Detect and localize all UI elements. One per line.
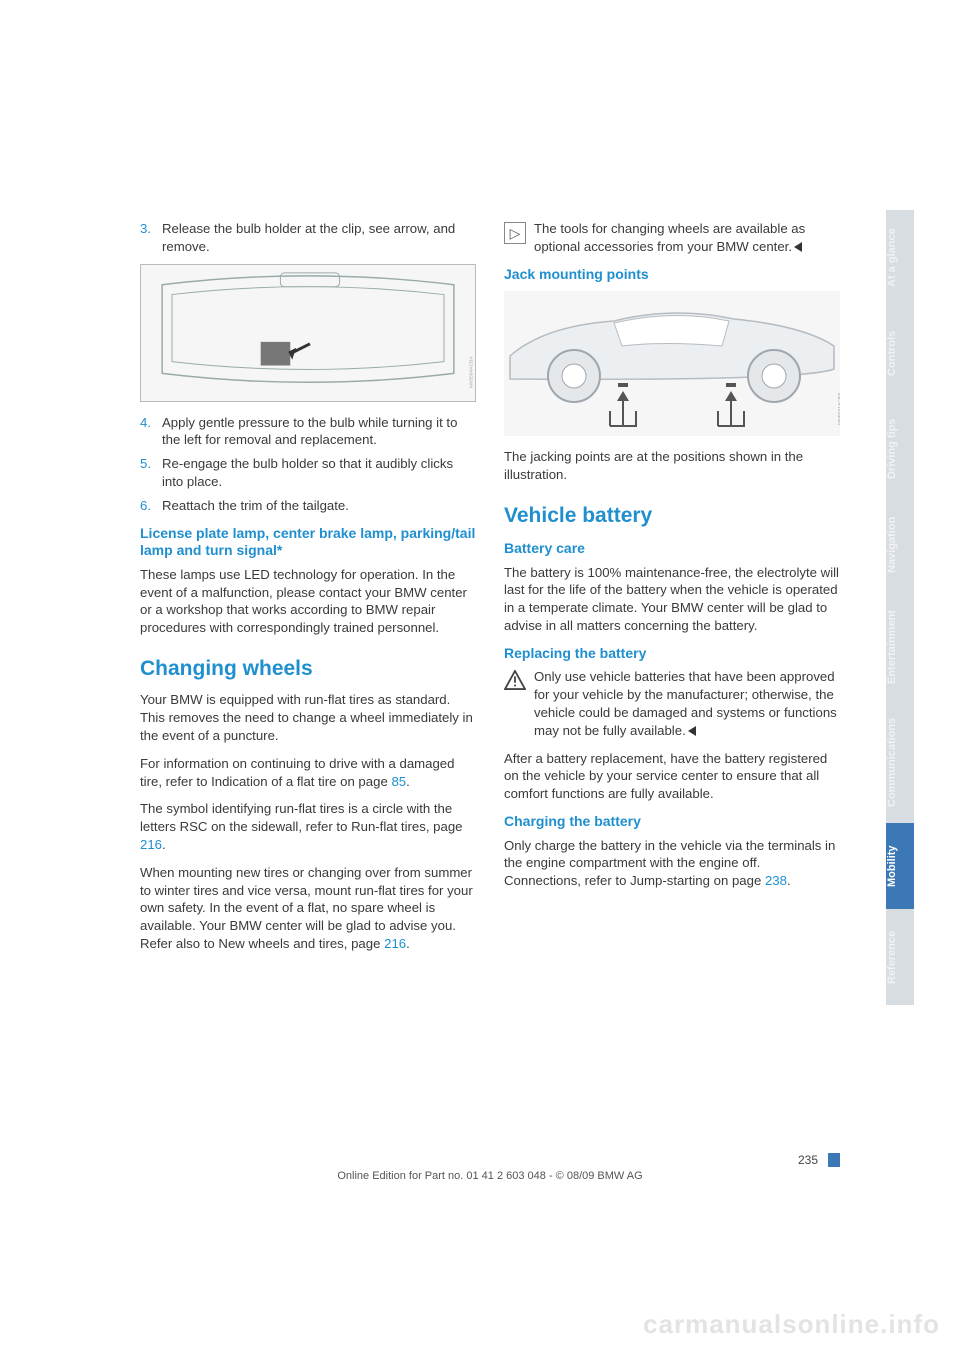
paragraph-wheels-4: When mounting new tires or changing over… (140, 864, 476, 953)
tools-note: ▷ The tools for changing wheels are avai… (504, 220, 840, 256)
footer-edition-line: Online Edition for Part no. 01 41 2 603 … (140, 1170, 840, 1182)
text: . (162, 837, 166, 852)
jack-points-illustration: MN5581ACBA (504, 291, 840, 436)
step-text: Reattach the trim of the tailgate. (162, 497, 476, 515)
tailgate-illustration: MN5584ACBA (140, 264, 476, 402)
note-icon: ▷ (504, 222, 526, 244)
step-5: 5. Re-engage the bulb holder so that it … (140, 455, 476, 491)
text: . (406, 936, 410, 951)
right-column: ▷ The tools for changing wheels are avai… (504, 220, 840, 963)
page-number: 235 (798, 1153, 818, 1167)
text: . (787, 873, 791, 888)
paragraph-after-replace: After a battery replacement, have the ba… (504, 750, 840, 803)
step-text: Re-engage the bulb holder so that it aud… (162, 455, 476, 491)
step-num: 6. (140, 497, 162, 515)
heading-changing-wheels: Changing wheels (140, 655, 476, 683)
step-3: 3. Release the bulb holder at the clip, … (140, 220, 476, 256)
tab-mobility[interactable]: Mobility (886, 823, 914, 909)
heading-replacing-battery: Replacing the battery (504, 645, 840, 663)
page-link-216b[interactable]: 216 (384, 936, 406, 951)
battery-warning: Only use vehicle batteries that have bee… (504, 668, 840, 739)
side-tabs: At a glanceControlsDriving tipsNavigatio… (886, 210, 914, 1005)
page-number-bar (828, 1153, 840, 1167)
page-content: 3. Release the bulb holder at the clip, … (140, 220, 840, 963)
step-num: 5. (140, 455, 162, 491)
tailgate-svg: MN5584ACBA (141, 265, 475, 401)
paragraph-battery-care: The battery is 100% maintenance-free, th… (504, 564, 840, 635)
heading-vehicle-battery: Vehicle battery (504, 502, 840, 530)
svg-text:MN5581ACBA: MN5581ACBA (838, 392, 840, 425)
warning-text: Only use vehicle batteries that have bee… (534, 668, 840, 739)
page-link-85[interactable]: 85 (391, 774, 406, 789)
paragraph-charging: Only charge the battery in the vehicle v… (504, 837, 840, 890)
tab-navigation[interactable]: Navigation (886, 497, 914, 593)
paragraph-jack: The jacking points are at the positions … (504, 448, 840, 484)
step-num: 4. (140, 414, 162, 450)
heading-license-lamp: License plate lamp, center brake lamp, p… (140, 525, 476, 560)
paragraph-wheels-3: The symbol identifying run-flat tires is… (140, 800, 476, 853)
step-num: 3. (140, 220, 162, 256)
end-marker-icon (794, 242, 802, 252)
warning-icon (504, 670, 526, 690)
tab-driving-tips[interactable]: Driving tips (886, 401, 914, 497)
tab-at-a-glance[interactable]: At a glance (886, 210, 914, 306)
tab-controls[interactable]: Controls (886, 306, 914, 401)
text: . (406, 774, 410, 789)
step-text: Release the bulb holder at the clip, see… (162, 220, 476, 256)
tab-entertainment[interactable]: Entertainment (886, 593, 914, 701)
step-6: 6. Reattach the trim of the tailgate. (140, 497, 476, 515)
paragraph-wheels-1: Your BMW is equipped with run-flat tires… (140, 691, 476, 744)
text: Only use vehicle batteries that have bee… (534, 669, 837, 737)
paragraph-wheels-2: For information on continuing to drive w… (140, 755, 476, 791)
paragraph-license: These lamps use LED technology for opera… (140, 566, 476, 637)
heading-battery-care: Battery care (504, 540, 840, 558)
tab-reference[interactable]: Reference (886, 909, 914, 1005)
heading-jack-points: Jack mounting points (504, 266, 840, 284)
heading-charging-battery: Charging the battery (504, 813, 840, 831)
watermark: carmanualsonline.info (643, 1309, 940, 1340)
text: The tools for changing wheels are availa… (534, 221, 805, 254)
car-svg: MN5581ACBA (504, 291, 840, 436)
step-4: 4. Apply gentle pressure to the bulb whi… (140, 414, 476, 450)
end-marker-icon (688, 726, 696, 736)
svg-text:MN5584ACBA: MN5584ACBA (469, 355, 475, 388)
note-text: The tools for changing wheels are availa… (534, 220, 840, 256)
text: When mounting new tires or changing over… (140, 865, 473, 951)
page-link-216a[interactable]: 216 (140, 837, 162, 852)
tab-communications[interactable]: Communications (886, 701, 914, 823)
left-column: 3. Release the bulb holder at the clip, … (140, 220, 476, 963)
page-link-238[interactable]: 238 (765, 873, 787, 888)
step-text: Apply gentle pressure to the bulb while … (162, 414, 476, 450)
text: The symbol identifying run-flat tires is… (140, 801, 463, 834)
